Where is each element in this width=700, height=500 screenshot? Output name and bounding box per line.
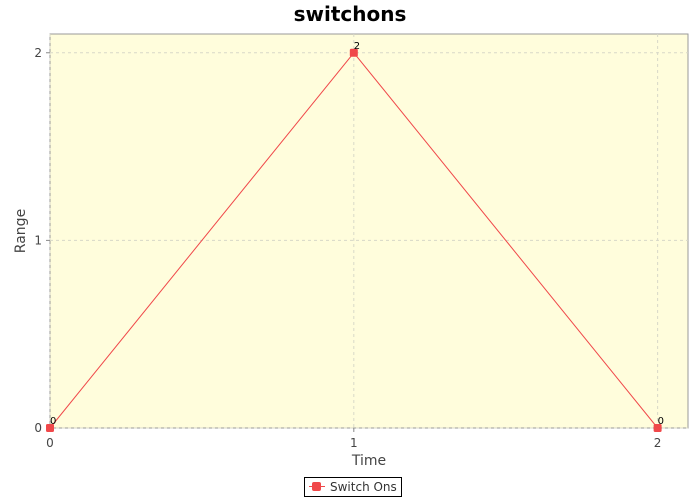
- y-tick-label: 1: [34, 233, 42, 247]
- grid-lines: [49, 34, 688, 429]
- data-label: 0: [50, 416, 56, 427]
- data-label: 2: [354, 41, 360, 52]
- x-tick-label: 2: [654, 436, 662, 450]
- plot-area: [49, 33, 689, 429]
- x-tick-label: 0: [46, 436, 54, 450]
- y-tick-label: 2: [34, 46, 42, 60]
- axes: 0 1 2 0 1 2: [34, 46, 661, 450]
- legend-label: Switch Ons: [330, 480, 397, 494]
- x-axis-label: Time: [351, 453, 386, 469]
- data-label: 0: [658, 416, 664, 427]
- legend: Switch Ons: [304, 477, 402, 497]
- y-axis-label: Range: [13, 209, 29, 253]
- y-tick-label: 0: [34, 421, 42, 435]
- data-point: [46, 424, 54, 432]
- x-tick-label: 1: [350, 436, 358, 450]
- chart-title: switchons: [293, 2, 407, 26]
- data-point: [653, 424, 662, 432]
- series-layer: 0 2 0: [46, 41, 664, 432]
- data-point: [349, 48, 358, 57]
- legend-swatch-icon: [309, 482, 325, 492]
